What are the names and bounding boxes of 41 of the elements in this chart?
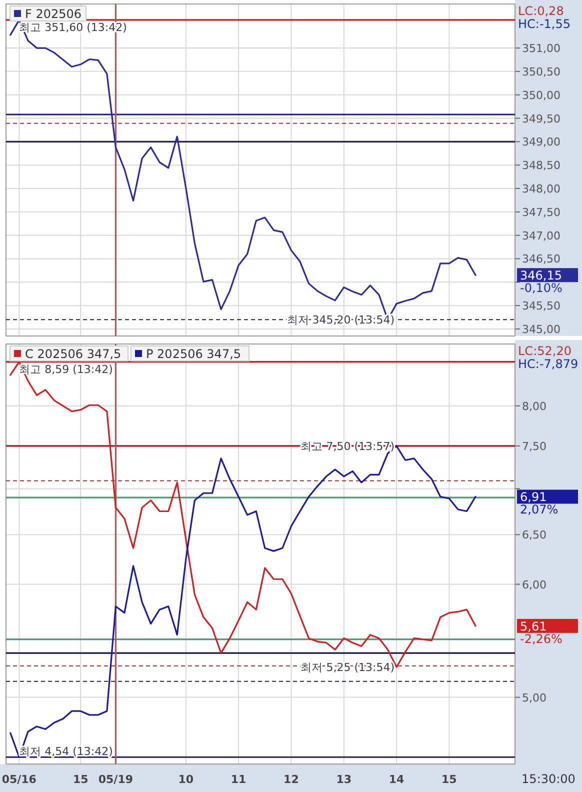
y-tick-label: 350,50: [522, 65, 560, 78]
text: HC:-7,879: [518, 357, 578, 371]
y-tick-label: 347,00: [522, 229, 560, 242]
x-tick-label: 12: [284, 773, 299, 786]
text: -0,10%: [520, 281, 562, 296]
y-tick-label: 349,00: [522, 136, 560, 149]
y-tick-label: 351,00: [522, 42, 560, 56]
text: 6,91: [520, 490, 547, 504]
text: -2,26%: [520, 632, 562, 646]
x-tick-label: 15: [442, 773, 457, 786]
y-tick-label: 350,00: [522, 88, 560, 102]
x-tick-label: 05/19: [98, 773, 134, 786]
y-tick-label: 6,50: [522, 528, 546, 542]
y-tick-label: 7,50: [522, 440, 546, 453]
text: 346,15: [520, 268, 562, 283]
text: 5,61: [520, 619, 547, 634]
text: LC:0,28: [518, 4, 564, 18]
text: 15:30:00: [522, 772, 576, 786]
y-tick-label: 348,00: [522, 182, 560, 196]
y-tick-label: 346,50: [522, 252, 560, 266]
x-tick-label: 13: [336, 773, 352, 786]
x-tick-label: 11: [230, 773, 246, 786]
legend-label: F 202506: [25, 7, 82, 21]
x-tick-label: 14: [388, 773, 405, 786]
x-tick-label: 05/16: [2, 773, 37, 786]
y-tick-label: 349,50: [522, 112, 560, 126]
annotation: 최저 5,25 (13:54): [300, 661, 395, 674]
legend-label: P 202506 347,5: [146, 347, 242, 361]
x-tick-label: 10: [178, 773, 194, 786]
y-tick-label: 347,50: [522, 206, 560, 219]
legend-label: C 202506 347,5: [25, 347, 122, 361]
y-tick-label: 345,00: [522, 322, 560, 336]
y-tick-label: 8,00: [522, 400, 546, 413]
text: 2,07%: [520, 502, 558, 517]
text: LC:52,20: [518, 344, 572, 358]
y-tick-label: 6,00: [522, 578, 546, 592]
y-tick-label: 348,50: [522, 159, 560, 172]
y-tick-label: 345,50: [522, 300, 560, 313]
text: HC:-1,55: [518, 17, 570, 31]
y-tick-label: 5,00: [522, 691, 546, 704]
x-tick-label: 15: [72, 773, 88, 786]
